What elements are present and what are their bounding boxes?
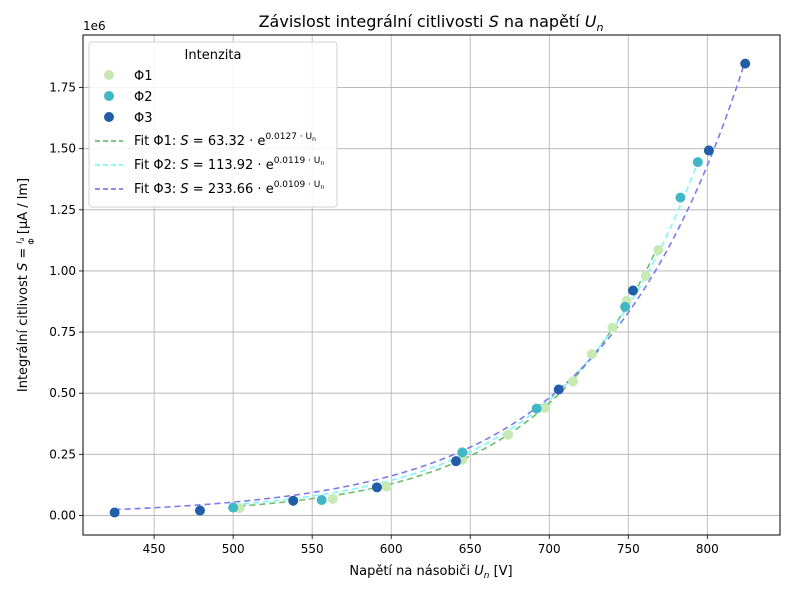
data-point-series-2 xyxy=(228,502,239,513)
grid xyxy=(83,35,780,535)
x-tick-label: 700 xyxy=(538,542,561,556)
y-axis-label-unit: [μA / lm] xyxy=(16,178,31,238)
legend-label-phi1: Φ1 xyxy=(134,69,153,84)
data-points xyxy=(109,58,751,518)
y-axis-label-prefix: Integrální citlivost xyxy=(16,271,31,392)
y-axis-label-s: S xyxy=(16,263,31,271)
plot-frame xyxy=(82,34,781,536)
data-point-series-1 xyxy=(607,322,618,333)
data-point-series-1 xyxy=(640,270,651,281)
y-tick-label: 0.50 xyxy=(49,386,76,400)
fit-curve-3 xyxy=(114,60,746,511)
y-multiplier-label: 1e6 xyxy=(83,19,106,33)
data-point-series-3 xyxy=(371,482,382,493)
data-point-series-3 xyxy=(628,285,639,296)
y-axis-label-frac-num-sub: a xyxy=(19,237,26,241)
chart-title-s: S xyxy=(489,12,499,31)
data-point-series-3 xyxy=(109,507,120,518)
chart-title-prefix: Závislost integrální citlivosti xyxy=(259,12,489,31)
x-tick-label: 650 xyxy=(459,542,482,556)
y-axis-label-frac-num: I xyxy=(15,241,24,244)
chart-title: Závislost integrální citlivosti S na nap… xyxy=(259,12,604,34)
data-point-series-1 xyxy=(327,493,338,504)
y-tick-label: 1.00 xyxy=(49,264,76,278)
legend: Intenzita Φ1 Φ2 Φ3 Fit Φ1: S = 63.32 · e… xyxy=(88,41,338,208)
y-tick-label: 0.75 xyxy=(49,325,76,339)
fit-curves xyxy=(114,60,746,511)
legend-box xyxy=(88,41,338,208)
x-tick-label: 800 xyxy=(696,542,719,556)
x-tick-label: 450 xyxy=(143,542,166,556)
data-point-series-2 xyxy=(620,301,631,312)
data-point-series-1 xyxy=(567,376,578,387)
data-point-series-1 xyxy=(381,481,392,492)
chart-title-sub: n xyxy=(596,21,603,34)
legend-label-fit2: Fit Φ2: S = 113.92 · e0.0119 · Un xyxy=(134,156,324,173)
data-point-series-1 xyxy=(586,349,597,360)
y-axis-ticks: 0.00 0.25 0.50 0.75 1.00 1.25 1.50 1.75 xyxy=(49,81,83,522)
data-point-series-1 xyxy=(539,402,550,413)
y-axis-label: Integrální citlivost S = IaΦ [μA / lm] xyxy=(15,178,36,392)
legend-marker-phi3 xyxy=(104,112,114,122)
x-axis-label-sub: n xyxy=(484,571,490,581)
data-point-series-1 xyxy=(653,245,664,256)
x-axis-label-u: U xyxy=(474,564,484,579)
y-tick-label: 1.50 xyxy=(49,142,76,156)
legend-label-fit3: Fit Φ3: S = 233.66 · e0.0109 · Un xyxy=(134,180,324,197)
legend-label-fit1: Fit Φ1: S = 63.32 · e0.0127 · Un xyxy=(134,132,316,149)
x-tick-label: 500 xyxy=(222,542,245,556)
x-tick-label: 600 xyxy=(380,542,403,556)
y-tick-label: 1.25 xyxy=(49,203,76,217)
data-point-series-2 xyxy=(457,447,468,458)
y-tick-label: 0.00 xyxy=(49,508,76,522)
data-point-series-3 xyxy=(194,505,205,516)
x-tick-label: 750 xyxy=(617,542,640,556)
x-tick-label: 550 xyxy=(301,542,324,556)
legend-label-phi3: Φ3 xyxy=(134,111,153,126)
data-point-series-1 xyxy=(503,429,514,440)
x-axis-label-suffix: [V] xyxy=(489,564,512,579)
data-point-series-2 xyxy=(675,192,686,203)
svg-text:Integrální citlivost S = IaΦ [: Integrální citlivost S = IaΦ [μA / lm] xyxy=(15,178,36,392)
y-axis-label-eq: = xyxy=(16,244,31,263)
x-axis-ticks: 450 500 550 600 650 700 750 800 xyxy=(143,535,719,556)
chart-title-u: U xyxy=(585,12,597,31)
data-point-series-3 xyxy=(703,145,714,156)
y-axis-label-frac-den: Φ xyxy=(27,238,36,244)
data-point-series-2 xyxy=(531,403,542,414)
legend-marker-phi2 xyxy=(104,91,114,101)
y-tick-label: 0.25 xyxy=(49,447,76,461)
chart-title-mid: na napětí xyxy=(499,12,585,31)
legend-marker-phi1 xyxy=(104,70,114,80)
y-tick-label: 1.75 xyxy=(49,81,76,95)
data-point-series-3 xyxy=(740,58,751,69)
data-point-series-3 xyxy=(553,384,564,395)
legend-title: Intenzita xyxy=(185,48,242,63)
data-point-series-3 xyxy=(450,456,461,467)
legend-label-phi2: Φ2 xyxy=(134,90,153,105)
data-point-series-3 xyxy=(288,495,299,506)
data-point-series-2 xyxy=(316,495,327,506)
data-point-series-2 xyxy=(692,157,703,168)
x-axis-label: Napětí na násobiči Un [V] xyxy=(349,564,512,581)
x-axis-label-prefix: Napětí na násobiči xyxy=(349,564,474,579)
